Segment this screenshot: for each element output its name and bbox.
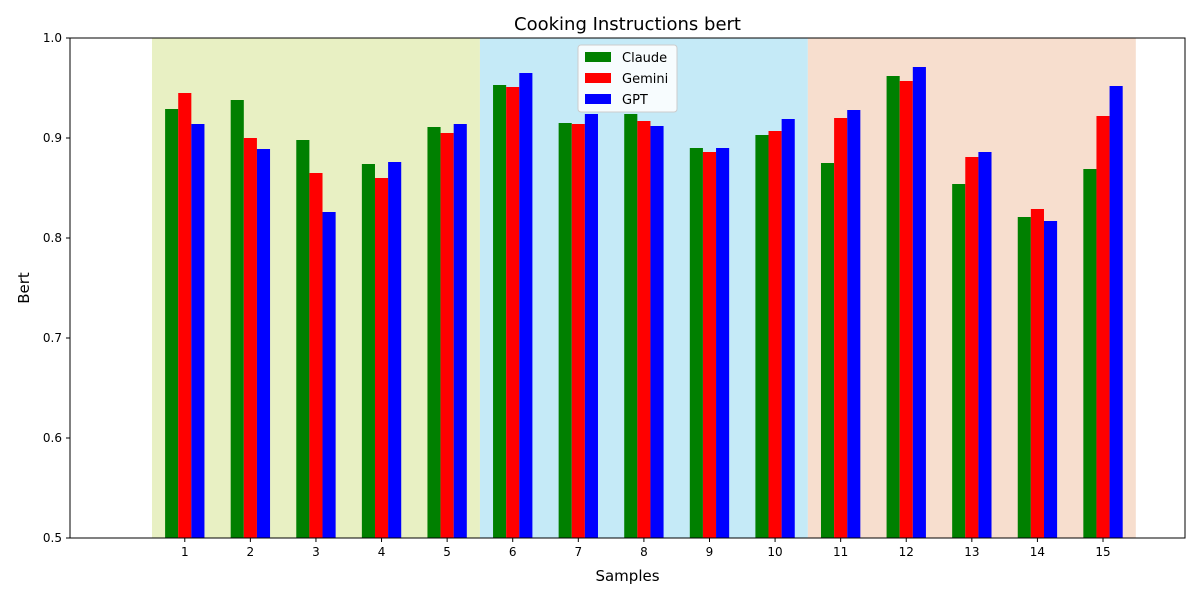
x-tick-label: 6 [509,545,517,559]
bar-claude-1 [165,109,179,538]
legend-label-gemini: Gemini [622,72,668,87]
x-tick-label: 1 [181,545,189,559]
bar-gpt-9 [716,148,730,538]
bar-gpt-7 [584,114,598,538]
bar-gpt-8 [650,126,664,538]
x-tick-label: 15 [1095,545,1110,559]
bar-gpt-5 [453,124,467,538]
bar-claude-5 [427,127,441,538]
x-tick-label: 14 [1030,545,1045,559]
y-tick-label: 0.6 [43,431,62,445]
bar-gemini-15 [1096,116,1110,538]
x-axis-label: Samples [595,567,659,585]
bar-gpt-1 [191,124,205,538]
bar-gpt-3 [322,212,336,538]
bar-claude-13 [952,184,966,538]
y-axis-label: Bert [15,272,33,304]
bar-claude-10 [755,135,769,538]
bar-claude-12 [886,76,900,538]
bar-claude-8 [624,114,638,538]
x-tick-label: 10 [767,545,782,559]
y-tick-label: 0.8 [43,231,62,245]
bar-claude-7 [558,123,572,538]
legend-swatch-gpt [585,94,611,104]
legend: Claude Gemini GPT [577,44,678,113]
bar-claude-15 [1083,169,1097,538]
bar-gpt-14 [1043,221,1058,538]
bar-gemini-3 [309,173,323,538]
bar-gemini-2 [243,138,257,538]
legend-swatch-claude [585,52,611,62]
x-tick-label: 5 [443,545,451,559]
bar-gemini-5 [440,133,454,538]
bar-gpt-10 [781,119,795,538]
legend-swatch-gemini [585,73,611,83]
x-tick-label: 7 [574,545,582,559]
bar-claude-4 [361,164,375,538]
bar-claude-2 [230,100,244,538]
bar-gemini-13 [965,157,979,538]
bar-claude-6 [493,85,507,538]
bar-gpt-13 [978,152,992,538]
bar-gpt-15 [1109,86,1123,538]
x-tick-label: 12 [899,545,914,559]
x-tick-label: 4 [378,545,386,559]
bar-gpt-6 [519,73,533,538]
bar-gemini-8 [637,121,651,538]
x-tick-label: 3 [312,545,320,559]
bar-gemini-10 [768,131,782,538]
y-tick-label: 1.0 [43,31,62,45]
plot-frame [69,37,1186,539]
bar-gpt-2 [256,149,271,538]
bar-claude-11 [820,163,835,538]
x-axis-ticks: 1 2 3 4 5 6 7 8 9 10 11 12 13 14 15 [181,538,1111,559]
y-axis-ticks: 0.5 0.6 0.7 0.8 0.9 1.0 [43,31,70,545]
bar-claude-9 [689,148,703,538]
y-tick-label: 0.7 [43,331,62,345]
bar-claude-14 [1017,217,1031,538]
bar-gpt-11 [847,110,861,538]
bar-gemini-1 [178,93,192,538]
bar-gemini-6 [506,87,520,538]
bar-gpt-4 [388,162,402,538]
chart-title: Cooking Instructions bert [514,14,741,35]
bar-gemini-9 [702,152,717,538]
x-tick-label: 9 [706,545,714,559]
bar-claude-3 [296,140,310,538]
bar-gemini-12 [899,81,913,538]
x-tick-label: 2 [247,545,255,559]
bar-gemini-14 [1030,209,1044,538]
y-tick-label: 0.5 [43,531,62,545]
legend-label-gpt: GPT [622,93,648,108]
legend-label-claude: Claude [622,51,667,66]
y-tick-label: 0.9 [43,131,62,145]
x-tick-label: 8 [640,545,648,559]
x-tick-label: 13 [964,545,979,559]
bar-gemini-11 [834,118,848,538]
x-tick-label: 11 [833,545,848,559]
bar-gpt-12 [912,67,926,538]
bars [165,67,1123,538]
bar-gemini-7 [571,124,585,538]
bar-gemini-4 [374,178,389,538]
